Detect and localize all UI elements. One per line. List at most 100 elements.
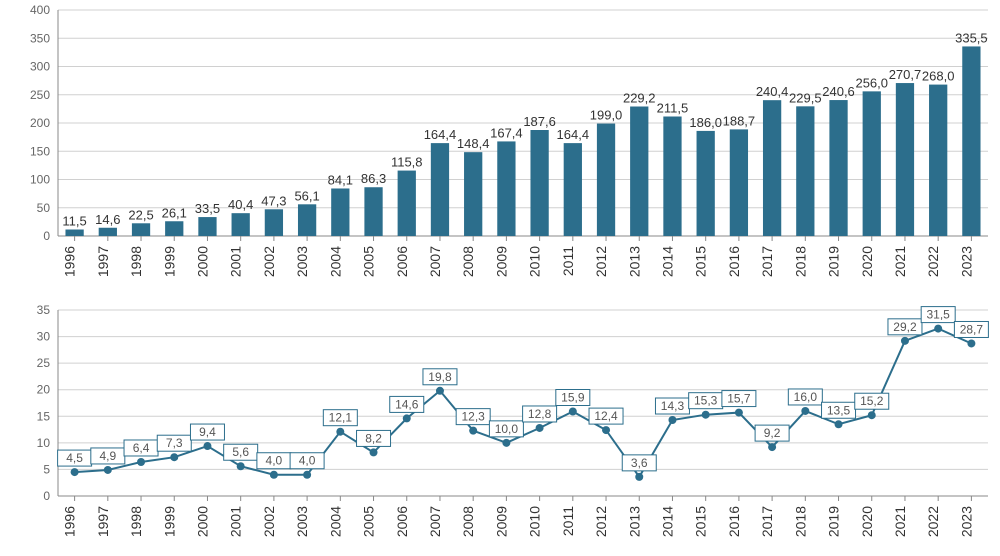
bar-value-label: 164,4	[424, 127, 457, 142]
x-year-label: 2008	[460, 506, 476, 537]
bar-value-label: 270,7	[889, 67, 922, 82]
x-year-label: 2014	[659, 246, 675, 277]
x-year-label: 2013	[626, 506, 642, 537]
line-value-label: 15,7	[727, 392, 751, 406]
bar	[530, 130, 548, 236]
line-marker	[967, 339, 975, 347]
x-year-label: 2008	[460, 246, 476, 277]
line-value-label: 12,1	[329, 411, 353, 425]
bar-value-label: 164,4	[557, 127, 590, 142]
x-year-label: 2006	[394, 506, 410, 537]
y-tick-label: 30	[37, 330, 51, 344]
line-marker	[370, 448, 378, 456]
bar-value-label: 256,0	[855, 75, 888, 90]
y-tick-label: 0	[43, 229, 50, 243]
x-year-label: 2010	[527, 246, 543, 277]
line-value-label: 16,0	[794, 390, 818, 404]
bar	[398, 171, 416, 236]
x-year-label: 1997	[95, 506, 111, 537]
x-year-label: 2004	[327, 506, 343, 537]
x-year-label: 2002	[261, 246, 277, 277]
bar	[431, 143, 449, 236]
x-year-label: 2000	[194, 506, 210, 537]
bar	[198, 217, 216, 236]
x-year-label: 2001	[228, 246, 244, 277]
bar-value-label: 268,0	[922, 69, 955, 84]
x-year-label: 2007	[427, 506, 443, 537]
bar-value-label: 187,6	[523, 114, 556, 129]
line-chart: 051015202530354,519964,919976,419987,319…	[37, 303, 989, 537]
x-year-label: 2016	[726, 246, 742, 277]
x-year-label: 2000	[194, 246, 210, 277]
bar-value-label: 335,5	[955, 30, 988, 45]
bar-value-label: 40,4	[228, 197, 253, 212]
y-tick-label: 150	[30, 144, 50, 158]
bar	[65, 230, 83, 236]
line-value-label: 15,3	[694, 394, 718, 408]
x-year-label: 2003	[294, 246, 310, 277]
line-marker	[502, 439, 510, 447]
line-marker	[901, 337, 909, 345]
bar-value-label: 115,8	[391, 155, 423, 170]
bar-value-label: 188,7	[723, 113, 756, 128]
line-value-label: 14,3	[661, 399, 685, 413]
x-year-label: 2013	[626, 246, 642, 277]
y-tick-label: 5	[43, 462, 50, 476]
y-tick-label: 400	[30, 3, 50, 17]
x-year-label: 2012	[593, 246, 609, 277]
line-marker	[303, 471, 311, 479]
x-year-label: 1998	[128, 506, 144, 537]
line-marker	[934, 325, 942, 333]
bar-value-label: 33,5	[195, 201, 220, 216]
x-year-label: 2004	[327, 246, 343, 277]
x-year-label: 1999	[161, 506, 177, 537]
line-marker	[137, 458, 145, 466]
bar-value-label: 56,1	[294, 188, 319, 203]
x-year-label: 2015	[693, 506, 709, 537]
line-value-label: 5,6	[232, 445, 249, 459]
x-year-label: 2011	[560, 246, 576, 276]
y-tick-label: 250	[30, 88, 50, 102]
bar	[929, 85, 947, 236]
bar	[364, 187, 382, 236]
y-tick-label: 350	[30, 31, 50, 45]
line-marker	[702, 411, 710, 419]
line-value-label: 15,9	[561, 391, 585, 405]
bar-value-label: 22,5	[128, 207, 153, 222]
bar-value-label: 26,1	[162, 205, 187, 220]
bar	[829, 100, 847, 236]
x-year-label: 2007	[427, 246, 443, 277]
line-marker	[203, 442, 211, 450]
line-value-label: 10,0	[495, 422, 519, 436]
x-year-label: 2011	[560, 506, 576, 536]
bar	[165, 221, 183, 236]
line-marker	[735, 409, 743, 417]
x-year-label: 2017	[759, 246, 775, 277]
bar-value-label: 167,4	[490, 125, 523, 140]
bar-value-label: 14,6	[95, 212, 120, 227]
line-value-label: 9,2	[764, 426, 781, 440]
bar	[863, 91, 881, 236]
x-year-label: 1996	[62, 246, 78, 277]
y-tick-label: 20	[37, 383, 51, 397]
line-value-label: 15,2	[860, 394, 884, 408]
x-year-label: 2018	[792, 246, 808, 277]
line-value-label: 14,6	[395, 397, 419, 411]
y-tick-label: 200	[30, 116, 50, 130]
bar	[697, 131, 715, 236]
line-marker	[469, 427, 477, 435]
bar	[630, 107, 648, 236]
bar	[730, 129, 748, 236]
bar	[265, 209, 283, 236]
bar-chart: 05010015020025030035040011,5199614,61997…	[30, 3, 988, 277]
x-year-label: 2006	[394, 246, 410, 277]
x-year-label: 2003	[294, 506, 310, 537]
x-year-label: 2002	[261, 506, 277, 537]
x-year-label: 2016	[726, 506, 742, 537]
line-marker	[635, 473, 643, 481]
line-marker	[104, 466, 112, 474]
bar	[597, 124, 615, 236]
x-year-label: 2021	[892, 246, 908, 277]
x-year-label: 2012	[593, 506, 609, 537]
y-tick-label: 15	[37, 409, 51, 423]
